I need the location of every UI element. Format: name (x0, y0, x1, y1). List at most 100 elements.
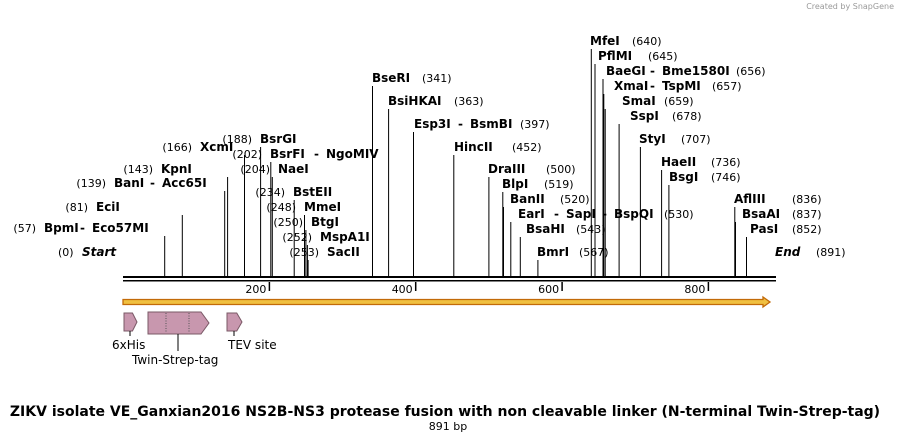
enzyme-blpi[interactable]: BlpI (519) (502, 177, 574, 191)
enzyme-name: BsaAI (742, 207, 780, 221)
enzyme-position: (250) (273, 216, 303, 229)
enzyme-smai[interactable]: SmaI (659) (622, 94, 694, 108)
enzyme-haeii[interactable]: HaeII (736) (661, 155, 741, 169)
enzyme-position: (252) (282, 231, 312, 244)
enzyme-name: SapI (566, 207, 596, 221)
enzyme-bsahi[interactable]: BsaHI (543) (526, 222, 606, 236)
enzyme-position: (640) (632, 35, 662, 48)
enzyme-cut-lines (164, 49, 747, 276)
enzyme-styi[interactable]: StyI (707) (639, 132, 711, 146)
enzyme-sspi[interactable]: SspI (678) (630, 109, 702, 123)
enzyme-bsaai[interactable]: BsaAI (837) (742, 207, 822, 221)
enzyme-position: (837) (792, 208, 822, 221)
feature-6xhis[interactable] (123, 312, 138, 332)
enzyme-name: BsiHKAI (388, 94, 442, 108)
enzyme-name: MmeI (304, 200, 341, 214)
enzyme-bseri[interactable]: BseRI (341) (372, 71, 452, 85)
enzyme-separator: - (80, 221, 85, 235)
enzyme-pflmi[interactable]: PflMI (645) (598, 49, 678, 63)
enzyme-name: BlpI (502, 177, 528, 191)
enzyme-position: (836) (792, 193, 822, 206)
enzyme-position: (657) (712, 80, 742, 93)
enzyme-bmri[interactable]: BmrI (567) (537, 245, 609, 259)
enzyme-hincii[interactable]: HincII (452) (454, 140, 542, 154)
tick-label: 800 (684, 283, 705, 296)
enzyme-position: (500) (546, 163, 576, 176)
enzyme-bpmi[interactable]: (57) BpmI - Eco57MI (13, 221, 148, 235)
enzyme-name: XcmI (200, 140, 233, 154)
enzyme-position: (248) (266, 201, 296, 214)
enzyme-mmei[interactable]: (248) MmeI (266, 200, 341, 214)
enzyme-esp3i[interactable]: Esp3I - BsmBI (397) (414, 117, 550, 131)
enzyme-name: HaeII (661, 155, 696, 169)
feature-tev-site[interactable] (226, 312, 243, 332)
enzyme-name: Acc65I (162, 176, 207, 190)
feature-label: 6xHis (112, 338, 145, 352)
enzyme-name: BsmBI (470, 117, 512, 131)
orf-arrow (122, 295, 772, 309)
enzyme-bsihkai[interactable]: BsiHKAI (363) (388, 94, 484, 108)
enzyme-btgi[interactable]: (250) BtgI (273, 215, 339, 229)
start-position: (0) (58, 246, 74, 259)
enzyme-bsteii[interactable]: (234) BstEII (255, 185, 332, 199)
tick-label: 600 (538, 283, 559, 296)
enzyme-name: BaeGI (606, 64, 646, 78)
enzyme-name: BsgI (669, 170, 698, 184)
enzyme-separator: - (650, 79, 655, 93)
enzyme-position: (397) (520, 118, 550, 131)
feature-twin-strep-tag[interactable] (147, 311, 210, 335)
enzyme-name: BanI (114, 176, 144, 190)
enzyme-position: (645) (648, 50, 678, 63)
enzyme-name: DraIII (488, 162, 525, 176)
enzyme-sacii[interactable]: (253) SacII (289, 245, 359, 259)
enzyme-position: (520) (560, 193, 590, 206)
enzyme-ecii[interactable]: (81) EciI (65, 200, 119, 214)
enzyme-name: KpnI (161, 162, 192, 176)
enzyme-mfei[interactable]: MfeI (640) (590, 34, 662, 48)
enzyme-baegi[interactable]: BaeGI - Bme1580I (656) (606, 64, 766, 78)
enzyme-name: MspA1I (320, 230, 370, 244)
enzyme-bsrgi[interactable]: (188) BsrGI (222, 132, 296, 146)
enzyme-bsrfi[interactable]: (202) BsrFI - NgoMIV (232, 147, 379, 161)
enzyme-bsgi[interactable]: BsgI (746) (669, 170, 741, 184)
enzyme-name: NaeI (278, 162, 309, 176)
enzyme-afliii[interactable]: AflIII (836) (734, 192, 822, 206)
enzyme-draiii[interactable]: DraIII (500) (488, 162, 576, 176)
map-length: 891 bp (429, 420, 467, 433)
enzyme-name: AflIII (734, 192, 766, 206)
enzyme-name: SmaI (622, 94, 656, 108)
enzyme-name: Esp3I (414, 117, 451, 131)
enzyme-name: HincII (454, 140, 493, 154)
start-label: Start (82, 245, 117, 259)
enzyme-pasi[interactable]: PasI (852) (750, 222, 822, 236)
enzyme-position: (57) (13, 222, 36, 235)
enzyme-bani[interactable]: (139) BanI - Acc65I (76, 176, 206, 190)
enzyme-name: StyI (639, 132, 666, 146)
enzyme-name: BpmI (44, 221, 79, 235)
enzyme-position: (659) (664, 95, 694, 108)
enzyme-position: (234) (255, 186, 285, 199)
end-position: (891) (816, 246, 846, 259)
orf-shape (122, 295, 772, 309)
enzyme-naei[interactable]: (204) NaeI (240, 162, 308, 176)
enzyme-name: EarI (518, 207, 545, 221)
enzyme-position: (452) (512, 141, 542, 154)
enzyme-xcmi[interactable]: (166) XcmI (162, 140, 233, 154)
feature-label: Twin-Strep-tag (131, 353, 218, 367)
enzyme-xmai[interactable]: XmaI - TspMI (657) (614, 79, 742, 93)
enzyme-name: Bme1580I (662, 64, 730, 78)
enzyme-mspa1i[interactable]: (252) MspA1I (282, 230, 369, 244)
enzyme-name: MfeI (590, 34, 620, 48)
enzyme-separator: - (314, 147, 319, 161)
enzyme-name: BstEII (293, 185, 332, 199)
enzyme-name: SspI (630, 109, 659, 123)
enzyme-position: (188) (222, 133, 252, 146)
enzyme-banii[interactable]: BanII (520) (510, 192, 590, 206)
enzyme-separator: - (650, 64, 655, 78)
enzyme-position: (204) (240, 163, 270, 176)
enzyme-position: (746) (711, 171, 741, 184)
enzyme-kpni[interactable]: (143) KpnI (123, 162, 192, 176)
enzyme-eari[interactable]: EarI - SapI - BspQI (530) (518, 207, 694, 221)
enzyme-name: TspMI (662, 79, 701, 93)
